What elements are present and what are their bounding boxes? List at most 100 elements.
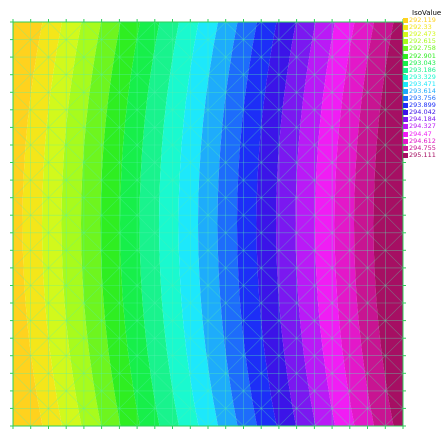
mesh-edge <box>207 250 226 269</box>
legend-label: 292.758 <box>409 44 436 53</box>
mesh-edge <box>225 197 244 216</box>
mesh-edge <box>331 22 351 40</box>
mesh-edge <box>260 250 280 269</box>
mesh-edge <box>314 250 333 269</box>
mesh-edge <box>154 179 173 198</box>
mesh-edge <box>349 39 368 58</box>
legend-swatch <box>403 152 408 158</box>
mesh-edge <box>367 74 386 93</box>
mesh-edge <box>367 390 386 409</box>
mesh-edge <box>331 320 351 339</box>
mesh-edge <box>207 390 226 409</box>
mesh-edge <box>207 408 226 426</box>
mesh-edge <box>65 267 85 286</box>
mesh-edge <box>30 355 49 374</box>
mesh-edge <box>349 127 368 146</box>
mesh-edge <box>243 285 262 304</box>
mesh-edge <box>260 56 280 75</box>
mesh-edge <box>296 144 315 163</box>
mesh-edge <box>190 285 209 304</box>
legend-item: 294.184 <box>403 116 447 123</box>
mesh-edge <box>278 267 297 286</box>
mesh-edge <box>331 232 351 251</box>
mesh-edge <box>314 267 333 286</box>
mesh-edge <box>260 162 280 181</box>
mesh-edge <box>207 22 226 40</box>
mesh-edge <box>243 302 262 321</box>
mesh-edge <box>385 320 403 339</box>
mesh-edge <box>367 285 386 304</box>
mesh-edge <box>101 39 120 58</box>
mesh-edge <box>207 285 226 304</box>
mesh-edge <box>225 109 244 128</box>
mesh-edge <box>172 250 191 269</box>
mesh-edge <box>260 337 280 356</box>
legend-swatch <box>403 131 408 137</box>
mesh-edge <box>278 92 297 111</box>
mesh-edge <box>30 197 49 216</box>
mesh-edge <box>260 22 280 40</box>
mesh-edge <box>296 232 315 251</box>
mesh-edge <box>48 285 67 304</box>
mesh-edge <box>154 22 173 40</box>
legend-label: 294.47 <box>409 129 432 138</box>
mesh-edge <box>243 320 262 339</box>
mesh-edge <box>136 408 156 426</box>
legend-swatch <box>403 39 408 45</box>
mesh-edge <box>314 197 333 216</box>
mesh-edge <box>225 232 244 251</box>
mesh-edge <box>243 127 262 146</box>
mesh-edge <box>367 109 386 128</box>
mesh-edge <box>172 232 191 251</box>
mesh-edge <box>83 22 102 40</box>
mesh-edge <box>207 39 226 58</box>
mesh-edge <box>314 144 333 163</box>
legend-label: 293.329 <box>409 72 436 81</box>
contour-band <box>217 22 257 426</box>
mesh-edge <box>48 92 67 111</box>
mesh-edge <box>349 408 368 426</box>
legend-item: 293.756 <box>403 95 447 102</box>
mesh-edge <box>349 320 368 339</box>
mesh-edge <box>119 144 138 163</box>
mesh-edge <box>172 390 191 409</box>
mesh-edge <box>260 373 280 392</box>
legend-swatch <box>403 117 408 123</box>
legend-swatch <box>403 81 408 87</box>
mesh-edge <box>172 197 191 216</box>
legend-swatch <box>403 74 408 80</box>
mesh-edge <box>349 214 368 234</box>
contour-band <box>81 22 121 426</box>
mesh-edge <box>136 179 156 198</box>
mesh-edge <box>154 302 173 321</box>
mesh-edge <box>48 267 67 286</box>
mesh-edge <box>349 302 368 321</box>
mesh-edge <box>13 337 31 356</box>
mesh-edge <box>349 109 368 128</box>
mesh-edge <box>119 109 138 128</box>
mesh-edge <box>331 250 351 269</box>
mesh-edge <box>278 162 297 181</box>
mesh-edge <box>190 127 209 146</box>
mesh-edge <box>296 22 315 40</box>
mesh-edge <box>331 197 351 216</box>
mesh-edge <box>83 127 102 146</box>
mesh-edge <box>101 179 120 198</box>
mesh-edge <box>119 22 138 40</box>
mesh-edge <box>349 197 368 216</box>
mesh-edge <box>154 267 173 286</box>
mesh-edge <box>367 267 386 286</box>
mesh-edge <box>349 56 368 75</box>
contour-band <box>315 22 355 426</box>
mesh-edge <box>136 214 156 234</box>
mesh-edge <box>172 92 191 111</box>
mesh-edge <box>207 162 226 181</box>
mesh-edge <box>136 144 156 163</box>
mesh-edge <box>331 302 351 321</box>
mesh-edge <box>349 337 368 356</box>
mesh-edge <box>331 390 351 409</box>
mesh-edge <box>119 250 138 269</box>
legend-item: 293.614 <box>403 87 447 95</box>
mesh-edge <box>314 162 333 181</box>
mesh-edge <box>119 355 138 374</box>
